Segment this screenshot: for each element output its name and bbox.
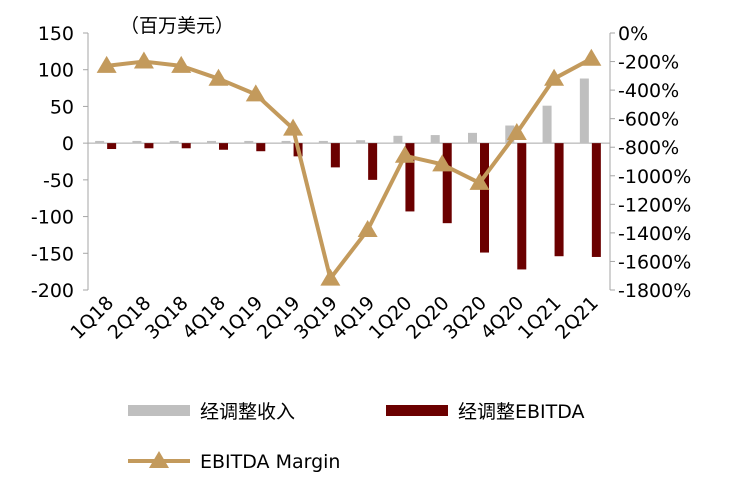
bar-ebitda xyxy=(442,143,452,224)
margin-marker xyxy=(506,122,527,140)
bar-ebitda xyxy=(405,143,415,212)
bar-ebitda xyxy=(181,143,191,149)
margin-marker xyxy=(208,68,229,86)
line-series xyxy=(96,48,602,286)
margin-marker xyxy=(133,51,154,69)
margin-marker xyxy=(581,48,602,66)
margin-marker xyxy=(357,220,378,238)
bar-ebitda xyxy=(368,143,378,180)
legend: 经调整收入 经调整EBITDA EBITDA Margin xyxy=(128,401,585,473)
bar-revenue xyxy=(169,140,179,144)
bar-revenue xyxy=(207,140,216,144)
margin-marker xyxy=(283,118,304,136)
right-tick-label: -800% xyxy=(618,137,679,159)
bar-ebitda xyxy=(330,143,340,168)
left-tick-label: 100 xyxy=(38,60,74,82)
bar-revenue xyxy=(132,140,142,144)
bar-ebitda xyxy=(591,143,601,257)
bar-revenue xyxy=(468,132,477,144)
left-tick-label: -100 xyxy=(31,207,74,229)
bar-revenue xyxy=(318,140,328,144)
bar-revenue xyxy=(356,140,366,144)
right-tick-label: 0% xyxy=(618,23,648,45)
bar-ebitda xyxy=(517,143,527,270)
bar-ebitda xyxy=(219,143,228,150)
margin-marker xyxy=(432,154,453,172)
left-tick-label: -150 xyxy=(31,243,74,265)
bar-revenue xyxy=(542,105,552,144)
bar-ebitda xyxy=(144,143,154,149)
margin-marker xyxy=(544,68,565,86)
right-axis-ticks: 0% -200% -400% -600% -800% -1000% -1200% -1400%… xyxy=(610,23,691,302)
right-tick-label: -400% xyxy=(618,80,679,102)
margin-marker xyxy=(320,268,341,286)
bar-revenue xyxy=(244,140,254,144)
left-tick-label: -200 xyxy=(31,280,74,302)
right-tick-label: -1800% xyxy=(618,280,691,302)
right-tick-label: -1600% xyxy=(618,251,691,273)
left-tick-label: 0 xyxy=(62,133,74,155)
legend-swatch-revenue xyxy=(128,405,190,416)
left-tick-label: -50 xyxy=(43,170,74,192)
x-tick-label: 2Q21 xyxy=(551,292,603,344)
bar-ebitda xyxy=(554,143,564,257)
left-tick-label: 50 xyxy=(50,96,74,118)
bar-revenue xyxy=(95,140,105,144)
right-tick-label: -1200% xyxy=(618,194,691,216)
bar-revenue xyxy=(579,78,589,144)
left-tick-label: 150 xyxy=(38,23,74,45)
bar-revenue xyxy=(393,135,403,144)
legend-label-revenue: 经调整收入 xyxy=(200,401,295,423)
legend-label-ebitda: 经调整EBITDA xyxy=(458,401,585,423)
bar-revenue xyxy=(505,125,515,144)
bar-series xyxy=(95,78,601,270)
margin-marker xyxy=(394,145,415,163)
unit-label: （百万美元） xyxy=(120,15,234,37)
legend-marker-margin xyxy=(149,451,169,468)
left-axis-ticks: 150 100 50 0 -50 -100 -150 -200 xyxy=(31,23,88,302)
bar-revenue xyxy=(430,135,440,144)
right-tick-label: -600% xyxy=(618,109,679,131)
margin-marker xyxy=(245,84,266,102)
legend-swatch-ebitda xyxy=(386,405,448,416)
legend-label-margin: EBITDA Margin xyxy=(200,451,340,473)
bar-ebitda xyxy=(107,143,117,150)
bar-revenue xyxy=(281,140,291,144)
right-tick-label: -1400% xyxy=(618,223,691,245)
margin-marker xyxy=(171,55,192,73)
margin-marker xyxy=(469,172,490,190)
right-tick-label: -200% xyxy=(618,52,679,74)
right-tick-label: -1000% xyxy=(618,166,691,188)
x-axis-ticks: 1Q182Q183Q184Q181Q192Q193Q194Q191Q202Q20… xyxy=(66,292,602,344)
bar-ebitda xyxy=(480,143,489,253)
bar-ebitda xyxy=(256,143,266,152)
margin-marker xyxy=(96,55,117,73)
